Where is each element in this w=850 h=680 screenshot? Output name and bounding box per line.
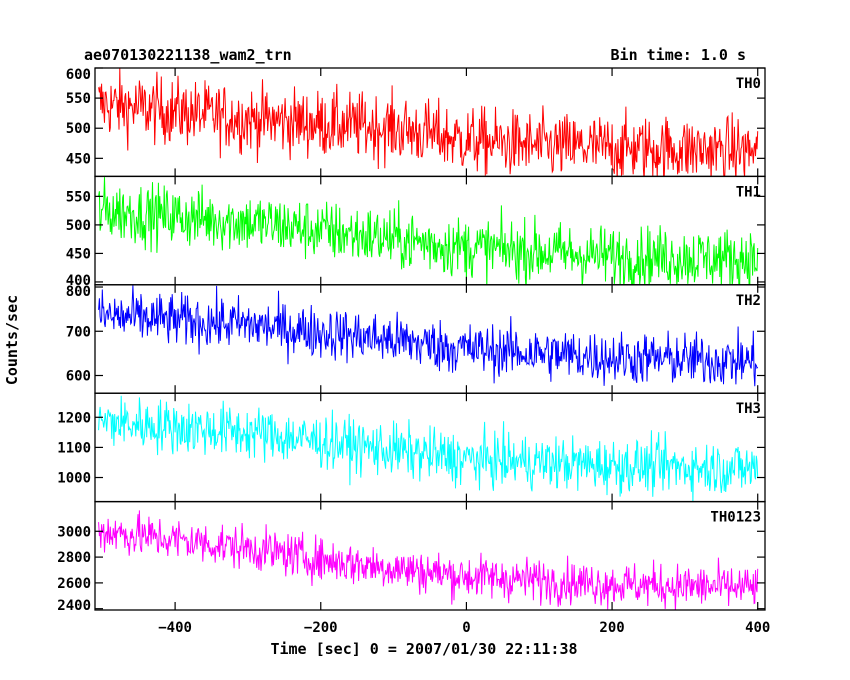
y-tick-label: 600 bbox=[66, 369, 91, 385]
panel-label-th0123: TH0123 bbox=[710, 510, 761, 526]
y-tick-label: 1200 bbox=[57, 410, 91, 426]
panel-label-th1: TH1 bbox=[736, 184, 761, 200]
series-th2 bbox=[98, 285, 759, 387]
x-tick-label: −400 bbox=[158, 620, 192, 636]
y-tick-label: 1100 bbox=[57, 440, 91, 456]
panel-label-th2: TH2 bbox=[736, 293, 761, 309]
y-axis-label: Counts/sec bbox=[3, 295, 21, 385]
series-th3 bbox=[98, 395, 759, 502]
y-tick-label: 2600 bbox=[57, 576, 91, 592]
y-tick-label: 550 bbox=[66, 189, 91, 205]
bin-time-label: Bin time: 1.0 s bbox=[611, 46, 746, 64]
y-tick-label: 550 bbox=[66, 91, 91, 107]
panel-frame-th0123 bbox=[94, 500, 766, 611]
panel-label-th3: TH3 bbox=[736, 401, 761, 417]
series-th1 bbox=[98, 177, 759, 285]
y-tick-label: 2400 bbox=[57, 598, 91, 614]
y-tick-label: 450 bbox=[66, 151, 91, 167]
x-tick-label: 0 bbox=[462, 620, 470, 636]
y-tick-label: 500 bbox=[66, 218, 91, 234]
y-tick-label: 500 bbox=[66, 121, 91, 137]
series-th0123 bbox=[98, 510, 759, 611]
figure-title: ae070130221138_wam2_trn bbox=[84, 46, 292, 64]
y-tick-label: 1000 bbox=[57, 471, 91, 487]
y-tick-label: 600 bbox=[66, 67, 91, 83]
series-th0 bbox=[98, 68, 759, 177]
y-tick-label: 2800 bbox=[57, 550, 91, 566]
panels-group: 450 500 550 600 TH0 400 450 500 550 TH1 600 700 800 T… bbox=[57, 67, 770, 636]
y-tick-label: 3000 bbox=[57, 524, 91, 540]
y-tick-label: 450 bbox=[66, 246, 91, 262]
y-tick-label: 400 bbox=[66, 273, 91, 289]
y-tick-label: 800 bbox=[66, 284, 91, 300]
x-tick-label: 200 bbox=[599, 620, 624, 636]
x-tick-label: −200 bbox=[304, 620, 338, 636]
panel-label-th0: TH0 bbox=[736, 76, 761, 92]
x-tick-label: 400 bbox=[745, 620, 770, 636]
y-tick-label: 700 bbox=[66, 324, 91, 340]
x-axis-label: Time [sec] 0 = 2007/01/30 22:11:38 bbox=[270, 640, 577, 658]
